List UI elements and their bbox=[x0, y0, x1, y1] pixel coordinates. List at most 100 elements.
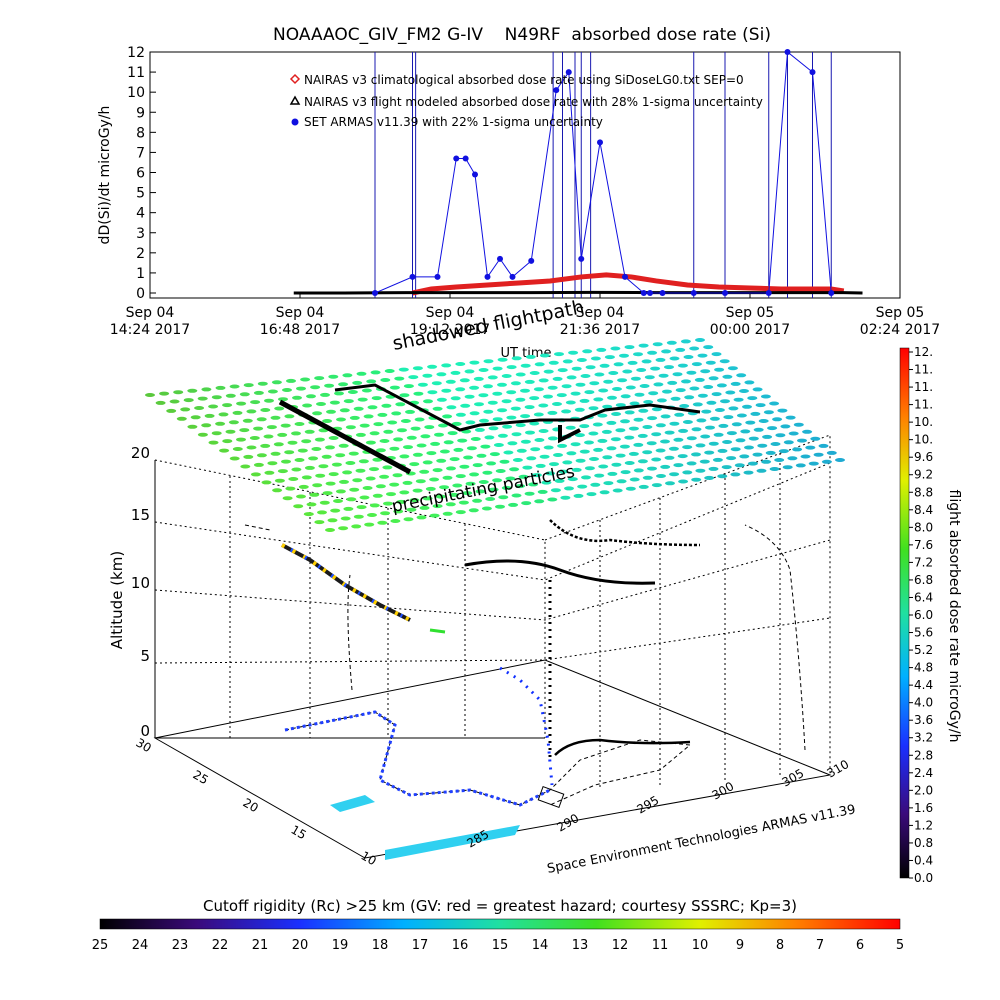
particle-cell bbox=[660, 439, 670, 444]
x-tick-label: Sep 05 bbox=[726, 305, 775, 321]
particle-cell bbox=[506, 415, 517, 420]
particle-cell bbox=[166, 408, 177, 413]
particle-cell bbox=[695, 468, 706, 473]
particle-cell bbox=[495, 469, 506, 473]
particle-cell bbox=[232, 410, 243, 415]
dose-tick-label: 4.0 bbox=[914, 696, 933, 710]
particle-cell bbox=[677, 363, 688, 368]
particle-cell bbox=[402, 480, 413, 485]
rc-tick-label: 19 bbox=[332, 938, 349, 953]
particle-cell bbox=[594, 372, 605, 377]
particle-cell bbox=[664, 365, 674, 370]
particle-cell bbox=[396, 499, 407, 504]
particle-cell bbox=[562, 359, 573, 364]
y-tick-label: 2 bbox=[136, 246, 145, 262]
particle-cell bbox=[711, 352, 722, 357]
particle-cell bbox=[455, 362, 466, 366]
particle-cell bbox=[564, 486, 574, 491]
particle-cell bbox=[638, 408, 649, 413]
x-tick-label: 16:48 2017 bbox=[260, 322, 340, 338]
particle-cell bbox=[669, 472, 680, 477]
particle-cell bbox=[462, 491, 473, 496]
particle-cell bbox=[432, 406, 443, 411]
y-tick-label: 6 bbox=[136, 166, 145, 182]
particle-cell bbox=[638, 343, 649, 348]
particle-cell bbox=[585, 365, 596, 370]
longitude-tick-label: 290 bbox=[555, 811, 582, 835]
walls-grid bbox=[153, 434, 832, 859]
particle-cell bbox=[755, 403, 766, 408]
particle-cell bbox=[666, 340, 677, 345]
particle-cell bbox=[774, 458, 785, 462]
particle-cell bbox=[552, 402, 562, 406]
particle-cell bbox=[543, 394, 553, 399]
altitude-tick-label: 0 bbox=[140, 722, 150, 740]
armas-data-point bbox=[722, 290, 728, 296]
particle-cell bbox=[562, 460, 573, 465]
series-line-nairas-flight bbox=[293, 290, 863, 295]
particle-cell bbox=[436, 458, 447, 463]
particle-cell bbox=[571, 366, 582, 371]
particle-cell bbox=[480, 444, 491, 449]
particle-cell bbox=[474, 427, 485, 432]
particle-cell bbox=[469, 472, 480, 477]
particle-cell bbox=[697, 393, 708, 398]
particle-cell bbox=[384, 369, 395, 373]
particle-cell bbox=[293, 504, 304, 509]
particle-cell bbox=[381, 403, 392, 408]
particle-cell bbox=[760, 394, 771, 399]
particle-cell bbox=[708, 441, 719, 446]
particle-cell bbox=[194, 406, 205, 410]
particle-cell bbox=[429, 513, 440, 518]
particle-cell bbox=[792, 447, 803, 452]
dose-tick-label: 3.6 bbox=[914, 713, 933, 727]
particle-cell bbox=[372, 493, 383, 498]
dose-tick-label: 4.4 bbox=[914, 678, 933, 692]
particle-cell bbox=[502, 424, 513, 429]
particle-cell bbox=[589, 457, 599, 461]
particle-cell bbox=[229, 456, 240, 461]
particle-cell bbox=[571, 467, 582, 472]
particle-cell bbox=[701, 409, 712, 414]
particle-cell bbox=[339, 408, 350, 413]
dose-tick-label: 4.8 bbox=[914, 661, 933, 675]
particle-cell bbox=[371, 396, 382, 401]
particle-cell bbox=[242, 418, 253, 423]
particle-cell bbox=[253, 390, 264, 395]
dose-tick-label: 11. bbox=[914, 363, 933, 377]
particle-cell bbox=[655, 357, 666, 362]
y-tick-label: 8 bbox=[136, 125, 145, 141]
particle-cell bbox=[410, 426, 421, 431]
altitude-tick-label: 20 bbox=[131, 444, 150, 462]
particle-cell bbox=[520, 388, 530, 393]
y-tick-label: 1 bbox=[136, 266, 145, 282]
particle-cell bbox=[257, 381, 268, 386]
particle-cell bbox=[492, 391, 503, 396]
particle-cell bbox=[510, 406, 521, 411]
particle-cell bbox=[554, 478, 565, 483]
particle-cell bbox=[686, 436, 697, 441]
particle-cell bbox=[306, 394, 316, 399]
particle-cell bbox=[719, 359, 730, 364]
particle-cell bbox=[505, 476, 516, 481]
particle-floor-patch bbox=[330, 795, 375, 812]
particle-cell bbox=[756, 468, 767, 473]
particle-cell bbox=[412, 366, 423, 371]
particle-cell bbox=[628, 451, 639, 456]
particle-cell bbox=[603, 379, 614, 384]
particle-cell bbox=[501, 485, 512, 490]
particle-cell bbox=[320, 392, 330, 397]
particle-cell bbox=[422, 496, 433, 501]
particle-cell bbox=[627, 360, 638, 365]
particle-cell bbox=[367, 513, 377, 517]
particle-cell bbox=[538, 378, 549, 383]
particle-cell bbox=[355, 468, 366, 473]
particle-cell bbox=[397, 428, 407, 433]
particle-cell bbox=[288, 477, 299, 481]
particle-cell bbox=[325, 481, 336, 486]
dose-tick-label: 0.0 bbox=[914, 871, 933, 885]
particle-cell bbox=[705, 360, 716, 365]
particle-cell bbox=[520, 363, 531, 368]
particle-cell bbox=[415, 479, 426, 484]
latitude-tick-label: 25 bbox=[191, 767, 211, 787]
